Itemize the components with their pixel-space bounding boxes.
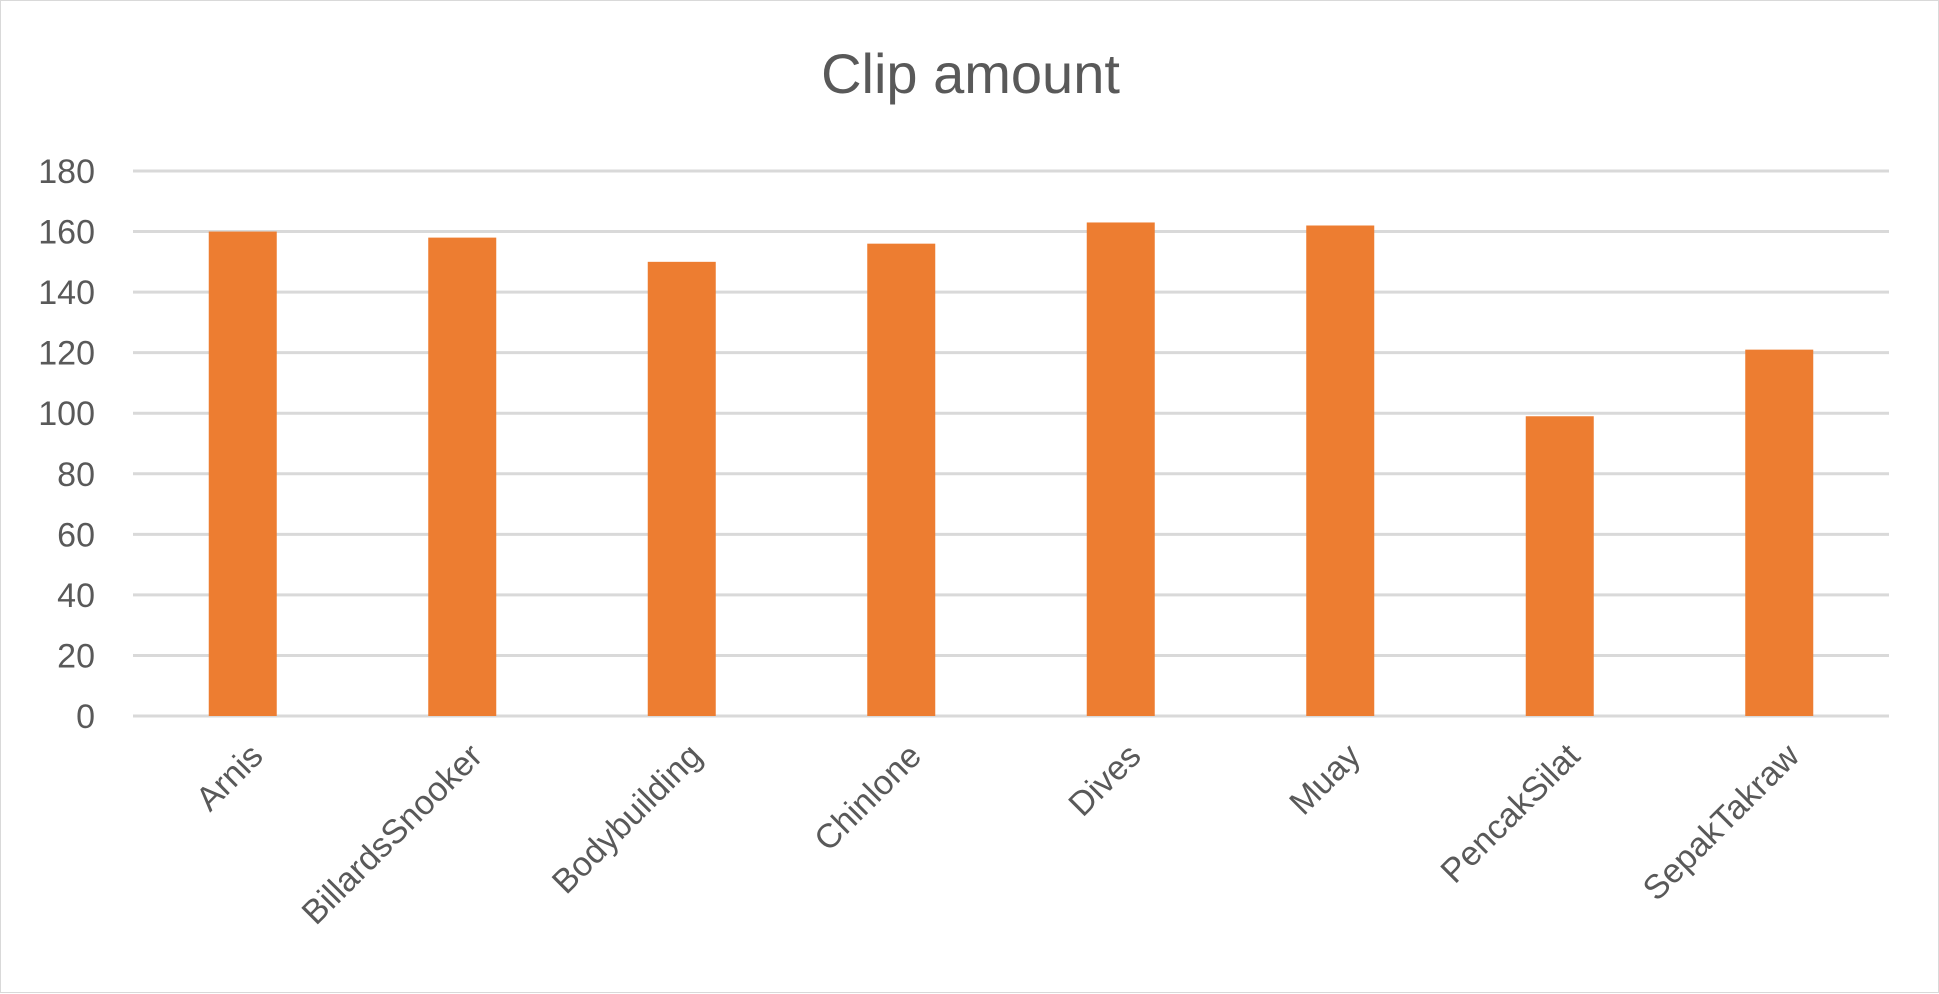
y-tick-label: 100 [38, 395, 95, 433]
y-tick-label: 40 [57, 577, 95, 615]
bar-chinlone [867, 243, 936, 716]
y-tick-label: 120 [38, 335, 95, 373]
x-tick-label-billardssnooker: BillardsSnooker [295, 737, 490, 932]
y-tick-label: 20 [57, 637, 95, 675]
y-tick-label: 180 [38, 153, 95, 191]
bar-bodybuilding [647, 261, 716, 716]
x-tick-label-sepaktakraw: SepakTakraw [1636, 736, 1808, 908]
bar-pencaksilat [1525, 416, 1594, 716]
x-tick-label-chinlone: Chinlone [807, 737, 929, 859]
x-tick-label-arnis: Arnis [189, 737, 271, 819]
x-tick-label-bodybuilding: Bodybuilding [545, 737, 710, 902]
y-tick-label: 0 [76, 698, 95, 736]
y-tick-label: 140 [38, 274, 95, 312]
chart-title: Clip amount [821, 42, 1120, 105]
x-axis-ticks: Arnis BillardsSnooker Bodybuilding Chinlone… [189, 736, 1807, 932]
gridlines [133, 169, 1889, 718]
y-tick-label: 80 [57, 456, 95, 494]
x-tick-label-dives: Dives [1061, 737, 1148, 824]
bar-arnis [208, 231, 277, 717]
x-tick-label-muay: Muay [1282, 737, 1368, 823]
y-axis-ticks: 0 20 40 60 80 100 120 140 160 180 [38, 153, 95, 736]
bar-dives [1086, 222, 1155, 716]
bar-sepaktakraw [1745, 349, 1814, 716]
x-tick-label-pencaksilat: PencakSilat [1434, 736, 1588, 890]
bar-billardssnooker [428, 237, 497, 716]
bars [208, 222, 1814, 717]
y-tick-label: 60 [57, 516, 95, 554]
bar-muay [1306, 225, 1375, 716]
y-tick-label: 160 [38, 214, 95, 252]
